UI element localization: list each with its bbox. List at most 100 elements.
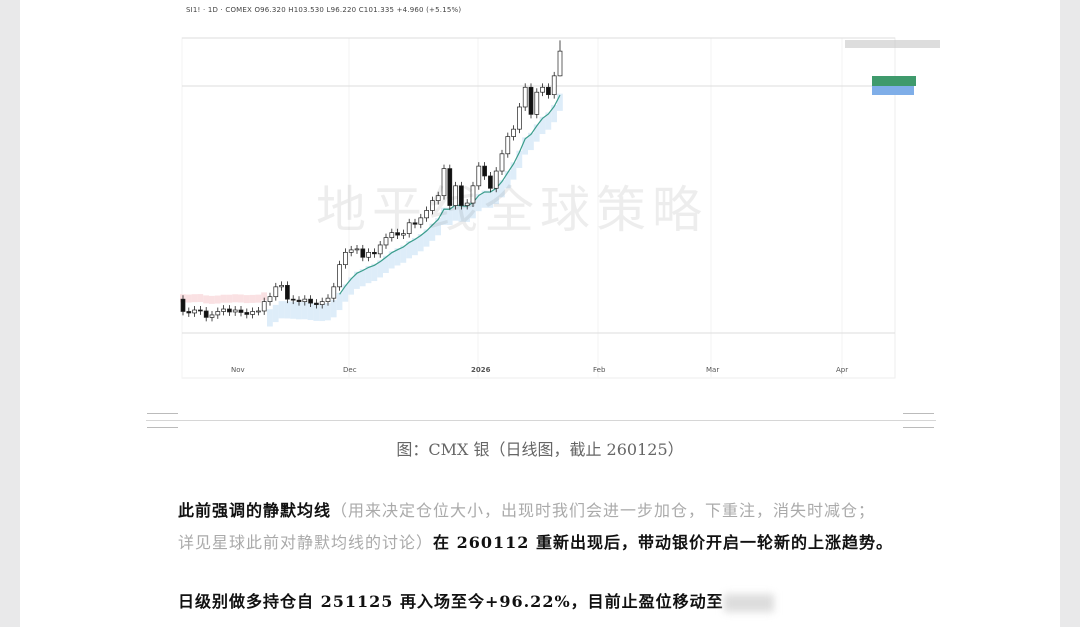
support-band	[510, 162, 517, 180]
candle-body	[482, 165, 487, 177]
support-band	[330, 300, 337, 318]
margin-mark-right	[903, 413, 934, 428]
support-band	[464, 204, 470, 222]
candle-body	[279, 285, 284, 288]
paragraph-1-line-2: 详见星球此前对静默均线的讨论）在 260112 重新出现后，带动银价开启一轮新的…	[178, 529, 893, 553]
x-tick: 2026	[471, 366, 491, 374]
candle-body	[186, 311, 192, 314]
candle-body	[470, 185, 476, 204]
x-tick: Apr	[836, 366, 849, 374]
candle-body	[511, 128, 516, 137]
bold-text: 此前强调的静默均线	[178, 501, 332, 520]
support-band	[528, 132, 534, 151]
chart-header: SI1! · 1D · COMEX O96.320 H103.530 L96.2…	[186, 6, 462, 14]
resistance-band	[197, 294, 204, 303]
support-band	[557, 93, 563, 111]
candle-body	[221, 308, 226, 312]
candle-body	[227, 308, 232, 313]
paragraph-2-text: 日级别做多持仓自 251125 再入场至今+96.22%，目前止盈位移动至	[178, 592, 724, 611]
resistance-band	[220, 294, 227, 303]
candle-body	[360, 248, 366, 258]
candle-body	[215, 311, 221, 316]
support-band	[412, 237, 418, 256]
bold-text: 在 260112 重新出现后，带动银价开启一轮新的上涨趋势。	[433, 533, 893, 552]
paragraph-1-line-1: 此前强调的静默均线（用来决定仓位大小，出现时我们会进一步加仓，下重注，消失时减仓…	[178, 497, 875, 521]
resistance-band	[232, 294, 238, 303]
support-band	[539, 116, 546, 135]
candle-body	[366, 251, 371, 258]
resistance-band	[203, 295, 209, 304]
support-band	[452, 203, 459, 221]
candle-body	[453, 185, 458, 206]
candle-body	[267, 296, 273, 302]
candle-body	[203, 310, 209, 318]
support-band	[446, 207, 453, 225]
candle-body	[314, 302, 319, 305]
candle-body	[308, 298, 313, 304]
support-band	[522, 137, 528, 155]
support-band	[365, 265, 372, 284]
x-tick: Mar	[706, 366, 720, 374]
candle-body	[418, 217, 424, 225]
support-band	[429, 223, 436, 241]
candle-body	[337, 264, 342, 288]
candle-body	[447, 168, 453, 206]
resistance-band	[214, 295, 221, 304]
candle-body	[372, 251, 377, 255]
support-band	[319, 303, 325, 322]
candle-body	[395, 232, 400, 236]
resistance-band	[238, 294, 244, 303]
resistance-band	[191, 294, 198, 303]
candle-body	[389, 232, 395, 238]
resistance-band	[185, 294, 192, 303]
candle-body	[499, 153, 505, 172]
candle-body	[540, 86, 545, 93]
grey-text: 详见星球此前对静默均线的讨论）	[178, 533, 434, 552]
support-band	[394, 248, 401, 266]
support-band	[533, 124, 540, 142]
candle-body	[377, 244, 383, 255]
price-label-blue	[872, 86, 914, 95]
candle-body	[401, 233, 406, 236]
x-tick: Dec	[343, 366, 357, 374]
resistance-band	[255, 294, 262, 303]
support-band	[481, 190, 488, 208]
price-label-blurred	[845, 40, 940, 48]
support-band	[458, 204, 465, 222]
candle-body	[557, 50, 563, 77]
support-band	[284, 301, 291, 319]
candle-body	[528, 86, 534, 115]
redacted-value	[723, 593, 774, 612]
candle-body	[343, 251, 348, 266]
support-band	[435, 218, 441, 236]
resistance-band	[243, 295, 250, 304]
candle-body	[476, 165, 482, 187]
support-band	[336, 292, 343, 311]
candle-body	[534, 91, 540, 115]
support-band	[296, 302, 302, 320]
candle-body	[459, 185, 464, 206]
resistance-band	[209, 295, 215, 304]
candle-body	[232, 309, 238, 313]
candle-body	[505, 136, 511, 155]
support-band	[487, 190, 494, 208]
section-divider	[146, 420, 936, 421]
support-band	[290, 301, 296, 319]
candle-body	[551, 75, 557, 96]
candle-body	[325, 297, 331, 302]
x-tick: Nov	[231, 366, 245, 374]
candle-body	[488, 175, 493, 189]
candle-body	[424, 210, 429, 219]
candlestick-chart	[180, 37, 940, 379]
candle-body	[546, 86, 551, 96]
candle-body	[319, 301, 325, 305]
candle-body	[244, 312, 250, 315]
candle-body	[209, 314, 215, 318]
support-band	[342, 284, 349, 302]
support-band	[551, 104, 557, 123]
support-band	[499, 180, 505, 198]
margin-mark-left	[147, 413, 178, 428]
support-band	[493, 186, 499, 205]
resistance-band	[249, 294, 256, 303]
document-page	[20, 0, 1060, 627]
